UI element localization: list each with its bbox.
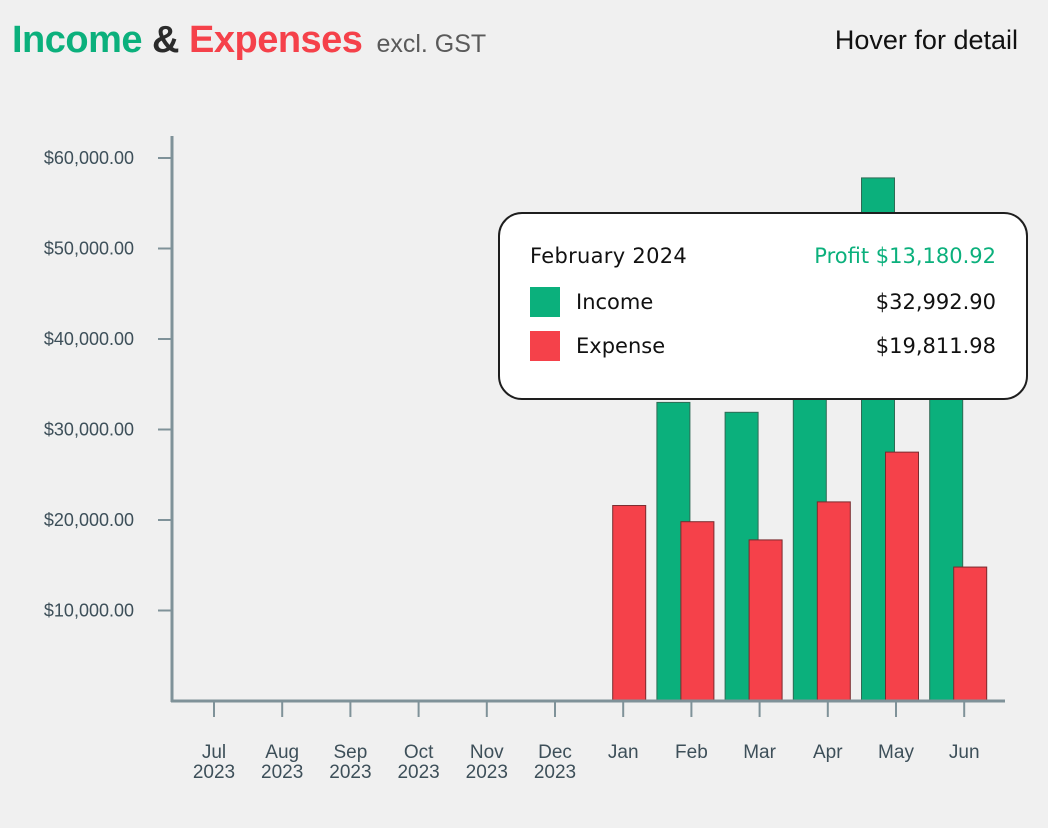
x-tick-label-month: Sep bbox=[333, 742, 367, 763]
y-tick-label: $30,000.00 bbox=[44, 420, 134, 440]
tooltip-month: February 2024 bbox=[530, 244, 688, 268]
tooltip-income-label: Income bbox=[576, 290, 654, 314]
x-tick-label-month: Dec bbox=[538, 742, 572, 763]
y-tick-label: $40,000.00 bbox=[44, 329, 134, 349]
title-note: excl. GST bbox=[376, 29, 487, 58]
x-axis: Jul2023Aug2023Sep2023Oct2023Nov2023Dec20… bbox=[171, 699, 1005, 783]
tooltip-row-expense: Expense $19,811.98 bbox=[530, 324, 996, 368]
tooltip-income-value: $32,992.90 bbox=[875, 290, 996, 314]
x-tick-label-month: May bbox=[878, 742, 914, 763]
x-tick-label-month: Jun bbox=[949, 742, 980, 763]
tooltip-row-income: Income $32,992.90 bbox=[530, 280, 996, 324]
tooltip-header: February 2024 Profit $13,180.92 bbox=[530, 238, 996, 274]
bars[interactable] bbox=[612, 177, 988, 702]
x-tick-label-month: Nov bbox=[470, 742, 504, 763]
x-tick-label-month: Mar bbox=[743, 742, 776, 763]
expense-bar-mar[interactable] bbox=[748, 539, 783, 702]
x-tick-label-year: 2023 bbox=[466, 762, 508, 783]
hover-hint: Hover for detail bbox=[834, 24, 1018, 55]
tooltip-expense-label: Expense bbox=[576, 334, 666, 358]
y-tick-label: $10,000.00 bbox=[44, 601, 134, 621]
chart-header: Income & Expenses excl. GST Hover for de… bbox=[12, 14, 1018, 66]
x-tick-label-month: Apr bbox=[813, 742, 843, 763]
expense-bar-feb[interactable] bbox=[680, 521, 715, 702]
x-tick-label-year: 2023 bbox=[261, 762, 303, 783]
expense-bar-apr[interactable] bbox=[816, 501, 851, 702]
x-tick-label-year: 2023 bbox=[534, 762, 576, 783]
x-tick-label-month: Feb bbox=[675, 742, 708, 763]
expense-bar-jun[interactable] bbox=[953, 566, 988, 702]
y-tick-label: $20,000.00 bbox=[44, 510, 134, 530]
y-axis: $10,000.00 $20,000.00 $30,000.00 $40,000.00… bbox=[44, 136, 174, 702]
x-tick-label-year: 2023 bbox=[193, 762, 235, 783]
x-tick-label-month: Jan bbox=[608, 742, 639, 763]
tooltip-expense-value: $19,811.98 bbox=[875, 334, 996, 358]
title-income: Income bbox=[12, 18, 143, 61]
y-tick-label: $60,000.00 bbox=[44, 148, 134, 168]
x-tick-label-month: Oct bbox=[404, 742, 434, 763]
expense-bar-jan[interactable] bbox=[612, 505, 647, 702]
tooltip-profit: Profit $13,180.92 bbox=[814, 244, 996, 268]
title-expenses: Expenses bbox=[189, 18, 363, 61]
expense-swatch-icon bbox=[530, 331, 560, 361]
y-tick-label: $50,000.00 bbox=[44, 239, 134, 259]
income-swatch-icon bbox=[530, 287, 560, 317]
x-tick-label-month: Jul bbox=[202, 742, 226, 763]
chart-title: Income & Expenses excl. GST bbox=[12, 19, 486, 62]
title-ampersand: & bbox=[152, 18, 179, 61]
x-tick-label-year: 2023 bbox=[397, 762, 439, 783]
hover-tooltip: February 2024 Profit $13,180.92 Income $… bbox=[498, 212, 1028, 400]
expense-bar-may[interactable] bbox=[885, 451, 919, 702]
x-tick-label-year: 2023 bbox=[329, 762, 371, 783]
x-tick-label-month: Aug bbox=[265, 742, 299, 763]
